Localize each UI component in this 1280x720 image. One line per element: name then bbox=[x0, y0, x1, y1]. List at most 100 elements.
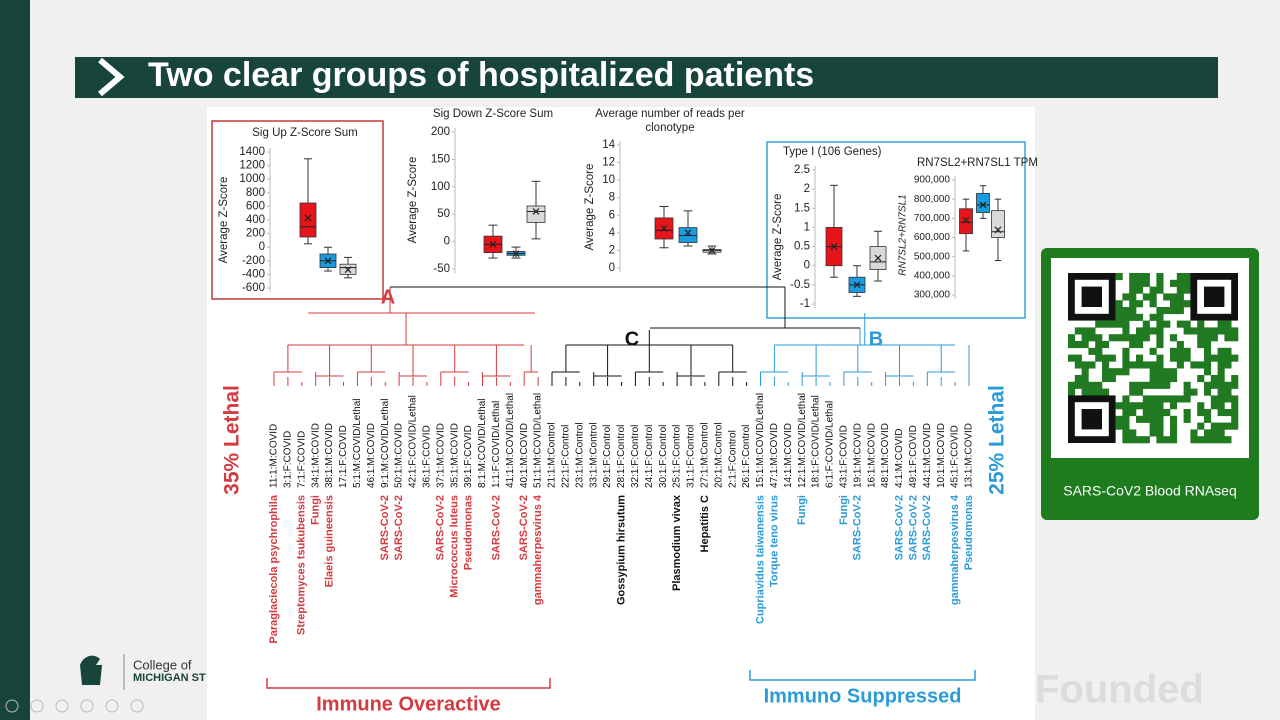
taxon-label: gammaherpesvirus 4 bbox=[532, 494, 544, 605]
qr-cell bbox=[1156, 409, 1164, 417]
cluster-label: B bbox=[869, 328, 883, 350]
mean-marker bbox=[489, 240, 497, 248]
mean-marker bbox=[708, 247, 716, 254]
qr-cell bbox=[1170, 436, 1178, 444]
y-tick-label: 1000 bbox=[239, 173, 265, 185]
chart-title: Average number of reads per bbox=[595, 108, 745, 120]
qr-cell bbox=[1183, 279, 1191, 287]
qr-cell bbox=[1183, 415, 1191, 423]
qr-cell bbox=[1102, 361, 1110, 369]
sample-label: 6:1:F:COVID/Lethal bbox=[825, 401, 836, 488]
qr-cell bbox=[1217, 422, 1225, 430]
qr-cell bbox=[1156, 286, 1164, 294]
qr-cell bbox=[1183, 273, 1191, 281]
toolbar-icon[interactable] bbox=[55, 699, 69, 713]
qr-finder bbox=[1204, 286, 1225, 307]
qr-cell bbox=[1115, 300, 1123, 308]
qr-cell bbox=[1142, 402, 1150, 410]
chart-title: Type I (106 Genes) bbox=[783, 146, 882, 158]
qr-finder bbox=[1068, 395, 1116, 443]
cluster-label: C bbox=[625, 328, 639, 350]
y-tick-label: -600 bbox=[242, 282, 265, 294]
qr-cell bbox=[1122, 422, 1130, 430]
sample-label: 21:1:M:Control bbox=[547, 422, 558, 488]
qr-cell bbox=[1142, 334, 1150, 342]
sample-label: 14:1:M:COVID bbox=[783, 423, 794, 488]
qr-cell bbox=[1081, 334, 1089, 342]
y-tick-label: 600 bbox=[246, 200, 265, 212]
taxon-label: SARS-CoV-2 bbox=[379, 495, 391, 560]
y-tick-label: 2 bbox=[804, 183, 810, 195]
sample-label: 37:1:M:COVID bbox=[435, 423, 446, 488]
y-tick-label: 1 bbox=[804, 221, 810, 233]
qr-cell bbox=[1136, 361, 1144, 369]
box bbox=[526, 205, 546, 223]
qr-cell bbox=[1217, 361, 1225, 369]
qr-cell bbox=[1136, 436, 1144, 444]
qr-cell bbox=[1102, 375, 1110, 383]
logo-line: MICHIGAN ST bbox=[133, 672, 206, 684]
qr-cell bbox=[1149, 381, 1157, 389]
qr-cell bbox=[1129, 361, 1137, 369]
qr-cell bbox=[1122, 361, 1130, 369]
mean-marker bbox=[344, 266, 352, 274]
y-tick-label: 0 bbox=[444, 236, 450, 248]
bracket bbox=[266, 678, 551, 689]
y-tick-label: 400,000 bbox=[914, 270, 951, 281]
box bbox=[299, 202, 317, 238]
qr-finder bbox=[1190, 272, 1239, 321]
qr-cell bbox=[1115, 307, 1123, 315]
qr-cell bbox=[1122, 402, 1130, 410]
y-tick-label: -1 bbox=[800, 298, 810, 310]
sample-label: 30:1:F:Control bbox=[658, 425, 669, 488]
qr-cell bbox=[1183, 347, 1191, 355]
toolbar-icon[interactable] bbox=[130, 699, 144, 713]
sample-label: 43:1:F:COVID bbox=[839, 425, 850, 488]
qr-cell bbox=[1115, 313, 1123, 321]
qr-cell bbox=[1142, 395, 1150, 403]
qr-cell bbox=[1142, 279, 1150, 287]
qr-cell bbox=[1176, 347, 1184, 355]
qr-cell bbox=[1217, 368, 1225, 376]
taxon-label: Fungi bbox=[796, 495, 808, 525]
qr-cell bbox=[1136, 279, 1144, 287]
qr-cell bbox=[1183, 300, 1191, 308]
sample-label: 46:1:M:COVID bbox=[366, 423, 377, 488]
qr-cell bbox=[1149, 429, 1157, 437]
qr-cell bbox=[1142, 436, 1150, 444]
sample-label: 34:1:M:COVID bbox=[310, 423, 321, 488]
sample-label: 13:1:M:COVID bbox=[964, 423, 975, 488]
qr-cell bbox=[1156, 334, 1164, 342]
qr-cell bbox=[1149, 409, 1157, 417]
qr-cell bbox=[1074, 354, 1082, 362]
y-axis-label: Average Z-Score bbox=[584, 164, 596, 251]
qr-cell bbox=[1163, 436, 1171, 444]
y-tick-label: 900,000 bbox=[914, 175, 951, 186]
logo-icon bbox=[80, 655, 102, 685]
qr-cell bbox=[1217, 402, 1225, 410]
qr-cell bbox=[1183, 395, 1191, 403]
qr-cell bbox=[1081, 361, 1089, 369]
toolbar-icon[interactable] bbox=[105, 699, 119, 713]
qr-cell bbox=[1142, 415, 1150, 423]
toolbar-icon[interactable] bbox=[5, 699, 19, 713]
toolbar-icon[interactable] bbox=[80, 699, 94, 713]
qr-cell bbox=[1074, 341, 1082, 349]
qr-cell bbox=[1217, 354, 1225, 362]
toolbar-icon[interactable] bbox=[30, 699, 44, 713]
qr-finder bbox=[1068, 272, 1116, 321]
qr-cell bbox=[1068, 388, 1076, 396]
mean-marker bbox=[979, 201, 987, 209]
qr-cell bbox=[1197, 436, 1205, 444]
qr-cell bbox=[1149, 402, 1157, 410]
qr-cell bbox=[1197, 361, 1205, 369]
sample-label: 35:1:M:COVID bbox=[449, 423, 460, 488]
qr-caption: SARS-CoV2 Blood RNAseq bbox=[1063, 483, 1237, 499]
qr-cell bbox=[1156, 273, 1164, 281]
qr-cell bbox=[1231, 375, 1239, 383]
qr-cell bbox=[1183, 388, 1191, 396]
qr-cell bbox=[1149, 286, 1157, 294]
sample-label: 32:1:F:Control bbox=[630, 425, 641, 488]
qr-cell bbox=[1217, 409, 1225, 417]
qr-cell bbox=[1170, 368, 1178, 376]
